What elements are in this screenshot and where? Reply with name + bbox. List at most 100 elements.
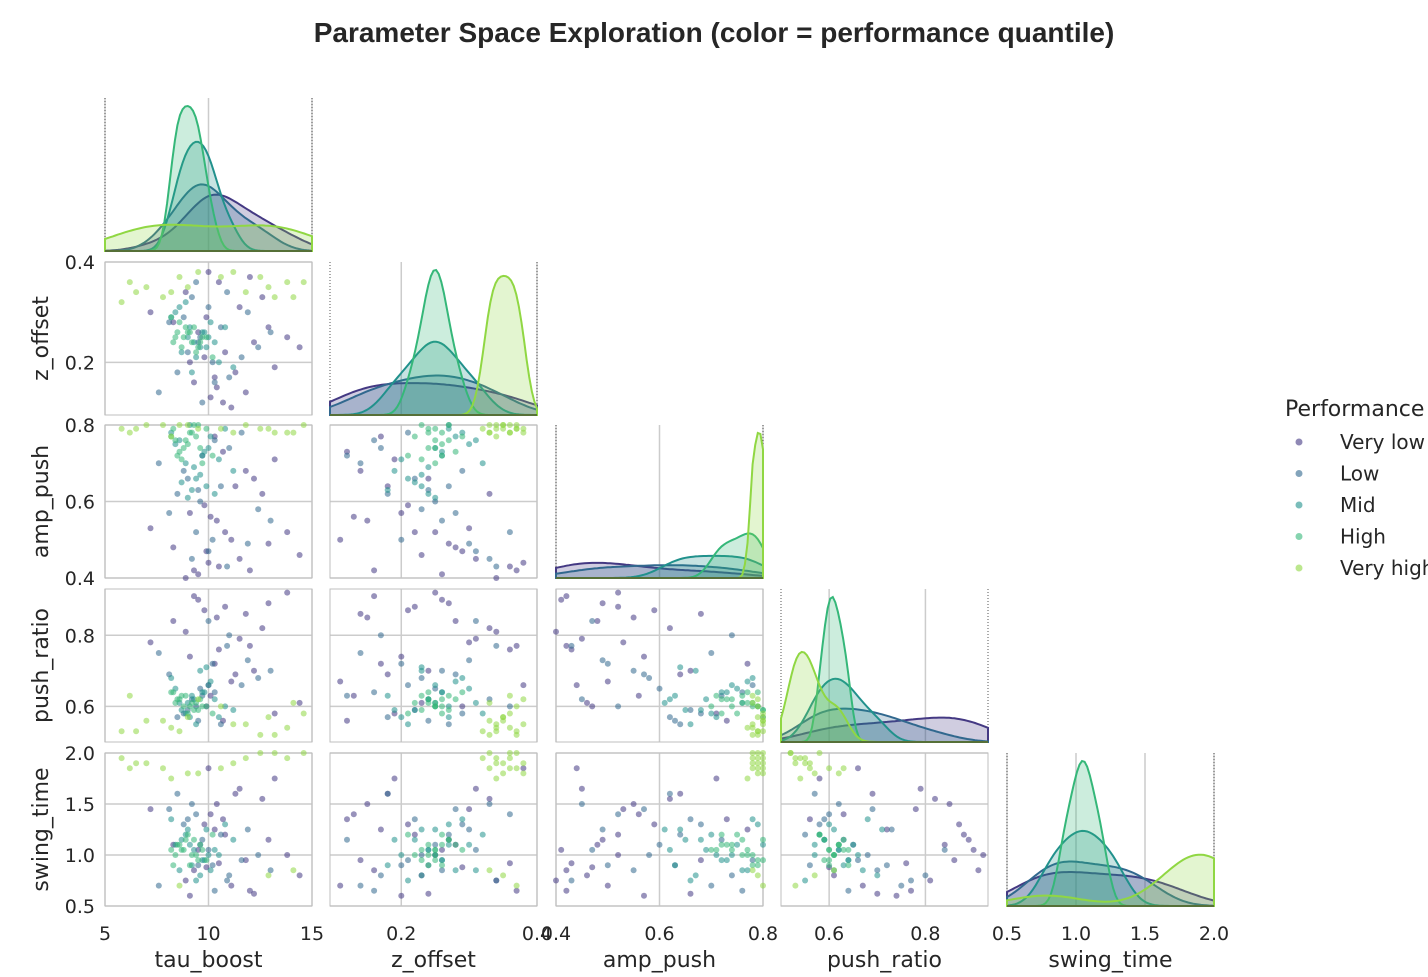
scatter-point xyxy=(666,714,673,721)
scatter-point xyxy=(195,846,202,853)
scatter-panel-push-ratio-vs-amp-push xyxy=(553,588,766,743)
scatter-point xyxy=(226,632,233,639)
scatter-point xyxy=(584,699,590,706)
kde-panel-z-offset xyxy=(329,262,538,416)
scatter-point xyxy=(160,717,166,724)
scatter-point xyxy=(946,801,953,807)
scatter-point xyxy=(432,846,439,853)
scatter-point xyxy=(226,445,233,451)
scatter-point xyxy=(760,760,766,767)
scatter-point xyxy=(840,765,847,772)
scatter-point xyxy=(493,877,500,884)
scatter-point xyxy=(811,790,818,797)
legend-marker xyxy=(1295,564,1303,572)
scatter-point xyxy=(466,525,473,532)
scatter-point xyxy=(180,445,187,451)
scatter-point xyxy=(265,324,272,331)
scatter-point xyxy=(760,857,766,864)
scatter-point xyxy=(563,642,570,649)
scatter-point xyxy=(713,846,720,853)
scatter-point xyxy=(300,279,307,286)
scatter-point xyxy=(180,703,187,710)
scatter-point xyxy=(209,452,216,459)
scatter-point xyxy=(118,299,125,306)
scatter-point xyxy=(201,607,208,614)
scatter-point xyxy=(251,339,257,346)
scatter-point xyxy=(835,801,842,807)
scatter-point xyxy=(439,689,445,696)
scatter-point xyxy=(405,475,411,482)
scatter-point xyxy=(199,689,206,696)
scatter-point xyxy=(749,682,756,689)
scatter-point xyxy=(222,324,229,331)
scatter-point xyxy=(749,675,756,681)
scatter-point xyxy=(739,887,746,894)
scatter-point xyxy=(835,846,842,853)
scatter-point xyxy=(425,445,432,451)
scatter-panel-swing-time-vs-z-offset: 0.2 0.4 z_offset xyxy=(329,750,552,973)
scatter-point xyxy=(445,437,452,444)
scatter-point xyxy=(749,760,756,767)
scatter-point xyxy=(168,289,175,296)
scatter-point xyxy=(418,857,425,864)
scatter-point xyxy=(723,841,730,848)
scatter-point xyxy=(646,675,653,681)
panel-frame xyxy=(329,752,538,907)
scatter-point xyxy=(739,699,746,706)
scatter-point xyxy=(506,755,513,762)
scatter-point xyxy=(271,750,278,756)
scatter-point xyxy=(170,425,177,432)
scatter-point xyxy=(182,575,189,581)
scatter-point xyxy=(754,770,761,777)
legend-marker xyxy=(1295,501,1303,509)
scatter-point xyxy=(191,846,197,853)
scatter-point xyxy=(224,877,231,884)
scatter-point xyxy=(244,657,251,664)
scatter-point xyxy=(486,867,493,874)
scatter-point xyxy=(203,344,210,351)
scatter-point xyxy=(259,795,266,802)
scatter-point xyxy=(661,699,668,706)
scatter-point xyxy=(176,867,183,874)
scatter-point xyxy=(357,882,364,889)
scatter-point xyxy=(174,490,181,497)
scatter-point xyxy=(155,389,162,396)
scatter-point xyxy=(425,464,432,471)
scatter-point xyxy=(425,490,432,497)
scatter-point xyxy=(244,309,251,316)
scatter-point xyxy=(118,728,125,735)
scatter-point xyxy=(486,699,493,706)
scatter-point xyxy=(864,816,871,823)
scatter-point xyxy=(432,857,439,864)
scatter-point xyxy=(584,872,590,879)
scatter-point xyxy=(589,846,596,853)
scatter-point xyxy=(118,425,125,432)
scatter-point xyxy=(384,671,391,678)
scatter-point xyxy=(666,846,673,853)
legend-entry-low: Low xyxy=(1295,462,1379,486)
scatter-point xyxy=(845,857,852,864)
x-tick-label: 15 xyxy=(300,923,324,945)
scatter-point xyxy=(493,760,500,767)
scatter-point xyxy=(193,721,200,728)
scatter-point xyxy=(445,600,452,607)
scatter-point xyxy=(203,857,210,864)
scatter-point xyxy=(855,765,861,772)
scatter-point xyxy=(500,760,507,767)
scatter-point xyxy=(835,770,842,777)
scatter-point xyxy=(184,816,191,823)
scatter-point xyxy=(226,374,233,381)
scatter-point xyxy=(466,540,473,547)
scatter-point xyxy=(133,760,140,767)
scatter-point xyxy=(754,696,761,703)
scatter-point xyxy=(760,728,766,735)
scatter-point xyxy=(754,755,761,762)
scatter-point xyxy=(620,639,627,646)
y-axis-label-swing-time: swing_time xyxy=(29,767,54,891)
scatter-point xyxy=(271,710,278,717)
scatter-point xyxy=(439,862,445,869)
scatter-point xyxy=(238,429,245,436)
scatter-point xyxy=(749,857,756,864)
scatter-point xyxy=(687,721,694,728)
scatter-point xyxy=(271,731,278,738)
